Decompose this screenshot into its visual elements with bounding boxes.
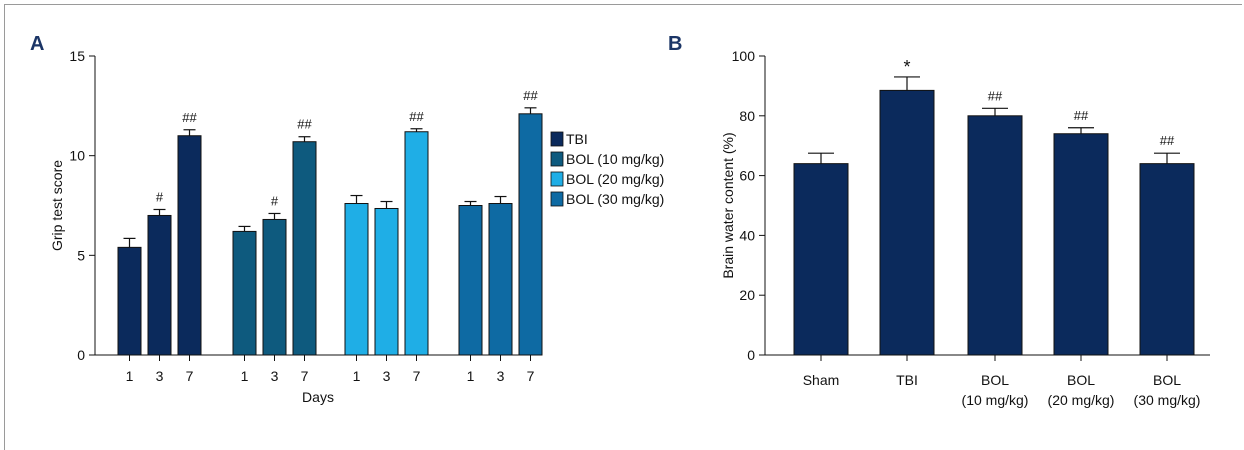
- bar: [344, 203, 369, 356]
- y-axis-title: Grip test score: [49, 160, 65, 251]
- significance-label: ##: [409, 109, 424, 124]
- bar: [488, 203, 513, 356]
- legend-swatch: [550, 151, 564, 167]
- bar: [967, 115, 1023, 356]
- y-tick-label: 0: [77, 347, 85, 363]
- significance-label: #: [271, 193, 279, 208]
- x-tick-label: TBI: [896, 372, 918, 388]
- bar: [1139, 163, 1195, 356]
- x-tick-label: BOL: [981, 372, 1009, 388]
- x-tick-label: 3: [156, 368, 164, 384]
- x-tick-label: 7: [527, 368, 535, 384]
- panel-b-chart: 0 20 40 60 80 100 Brain water content (%) Sham T…: [720, 48, 1210, 408]
- x-axis-title: Days: [302, 389, 334, 405]
- bar: [518, 113, 543, 356]
- y-tick-label: 5: [77, 247, 85, 263]
- bar: [232, 230, 257, 356]
- y-tick-label: 40: [739, 227, 755, 243]
- x-tick-label: 3: [383, 368, 391, 384]
- y-axis-title: Brain water content (%): [720, 132, 736, 278]
- y-tick-label: 10: [69, 148, 85, 164]
- x-tick-label: (10 mg/kg): [962, 392, 1029, 408]
- significance-label: ##: [297, 117, 312, 132]
- legend-swatch: [550, 191, 564, 207]
- y-tick-label: 100: [732, 48, 756, 64]
- bar: [793, 163, 849, 356]
- significance-label: ##: [1074, 108, 1089, 123]
- figure-frame: [4, 4, 1242, 450]
- x-tick-label: 3: [271, 368, 279, 384]
- bar: [117, 246, 142, 356]
- x-tick-label: 1: [353, 368, 361, 384]
- x-tick-label: 7: [301, 368, 309, 384]
- bar: [1053, 133, 1109, 356]
- x-tick-label: (30 mg/kg): [1134, 392, 1201, 408]
- legend-swatch: [550, 171, 564, 187]
- x-tick-label: 1: [126, 368, 134, 384]
- significance-label: ##: [182, 110, 197, 125]
- x-tick-label: 7: [186, 368, 194, 384]
- bar: [147, 214, 172, 356]
- legend-label: TBI: [566, 131, 588, 147]
- panel-a-chart: 0 5 10 15 Grip test score 1 3 #7 ## 1 3 #7 ## 1 3 7 ## 1 3…: [49, 48, 664, 405]
- bar: [262, 218, 287, 356]
- y-tick-label: 20: [739, 287, 755, 303]
- legend-label: BOL (10 mg/kg): [566, 151, 664, 167]
- panel-b-label: B: [668, 33, 682, 55]
- legend-label: BOL (20 mg/kg): [566, 171, 664, 187]
- significance-label: #: [156, 189, 164, 204]
- y-tick-label: 80: [739, 108, 755, 124]
- panel-a-label: A: [30, 33, 44, 55]
- x-tick-label: BOL: [1153, 372, 1181, 388]
- x-tick-label: (20 mg/kg): [1048, 392, 1115, 408]
- bar: [292, 141, 317, 356]
- legend-label: BOL (30 mg/kg): [566, 191, 664, 207]
- x-tick-label: 1: [467, 368, 475, 384]
- x-tick-label: Sham: [803, 372, 840, 388]
- x-tick-label: 7: [413, 368, 421, 384]
- bar: [177, 135, 202, 356]
- significance-label: ##: [988, 88, 1003, 103]
- y-tick-label: 0: [747, 347, 755, 363]
- x-tick-label: 1: [241, 368, 249, 384]
- significance-label: *: [903, 57, 910, 77]
- bar: [879, 89, 935, 356]
- bar: [404, 131, 429, 356]
- bar: [458, 205, 483, 356]
- y-tick-label: 15: [69, 48, 85, 64]
- y-tick-label: 60: [739, 168, 755, 184]
- significance-label: ##: [1160, 133, 1175, 148]
- significance-label: ##: [523, 88, 538, 103]
- legend-swatch: [550, 131, 564, 147]
- bar: [374, 207, 399, 356]
- x-tick-label: BOL: [1067, 372, 1095, 388]
- x-tick-label: 3: [497, 368, 505, 384]
